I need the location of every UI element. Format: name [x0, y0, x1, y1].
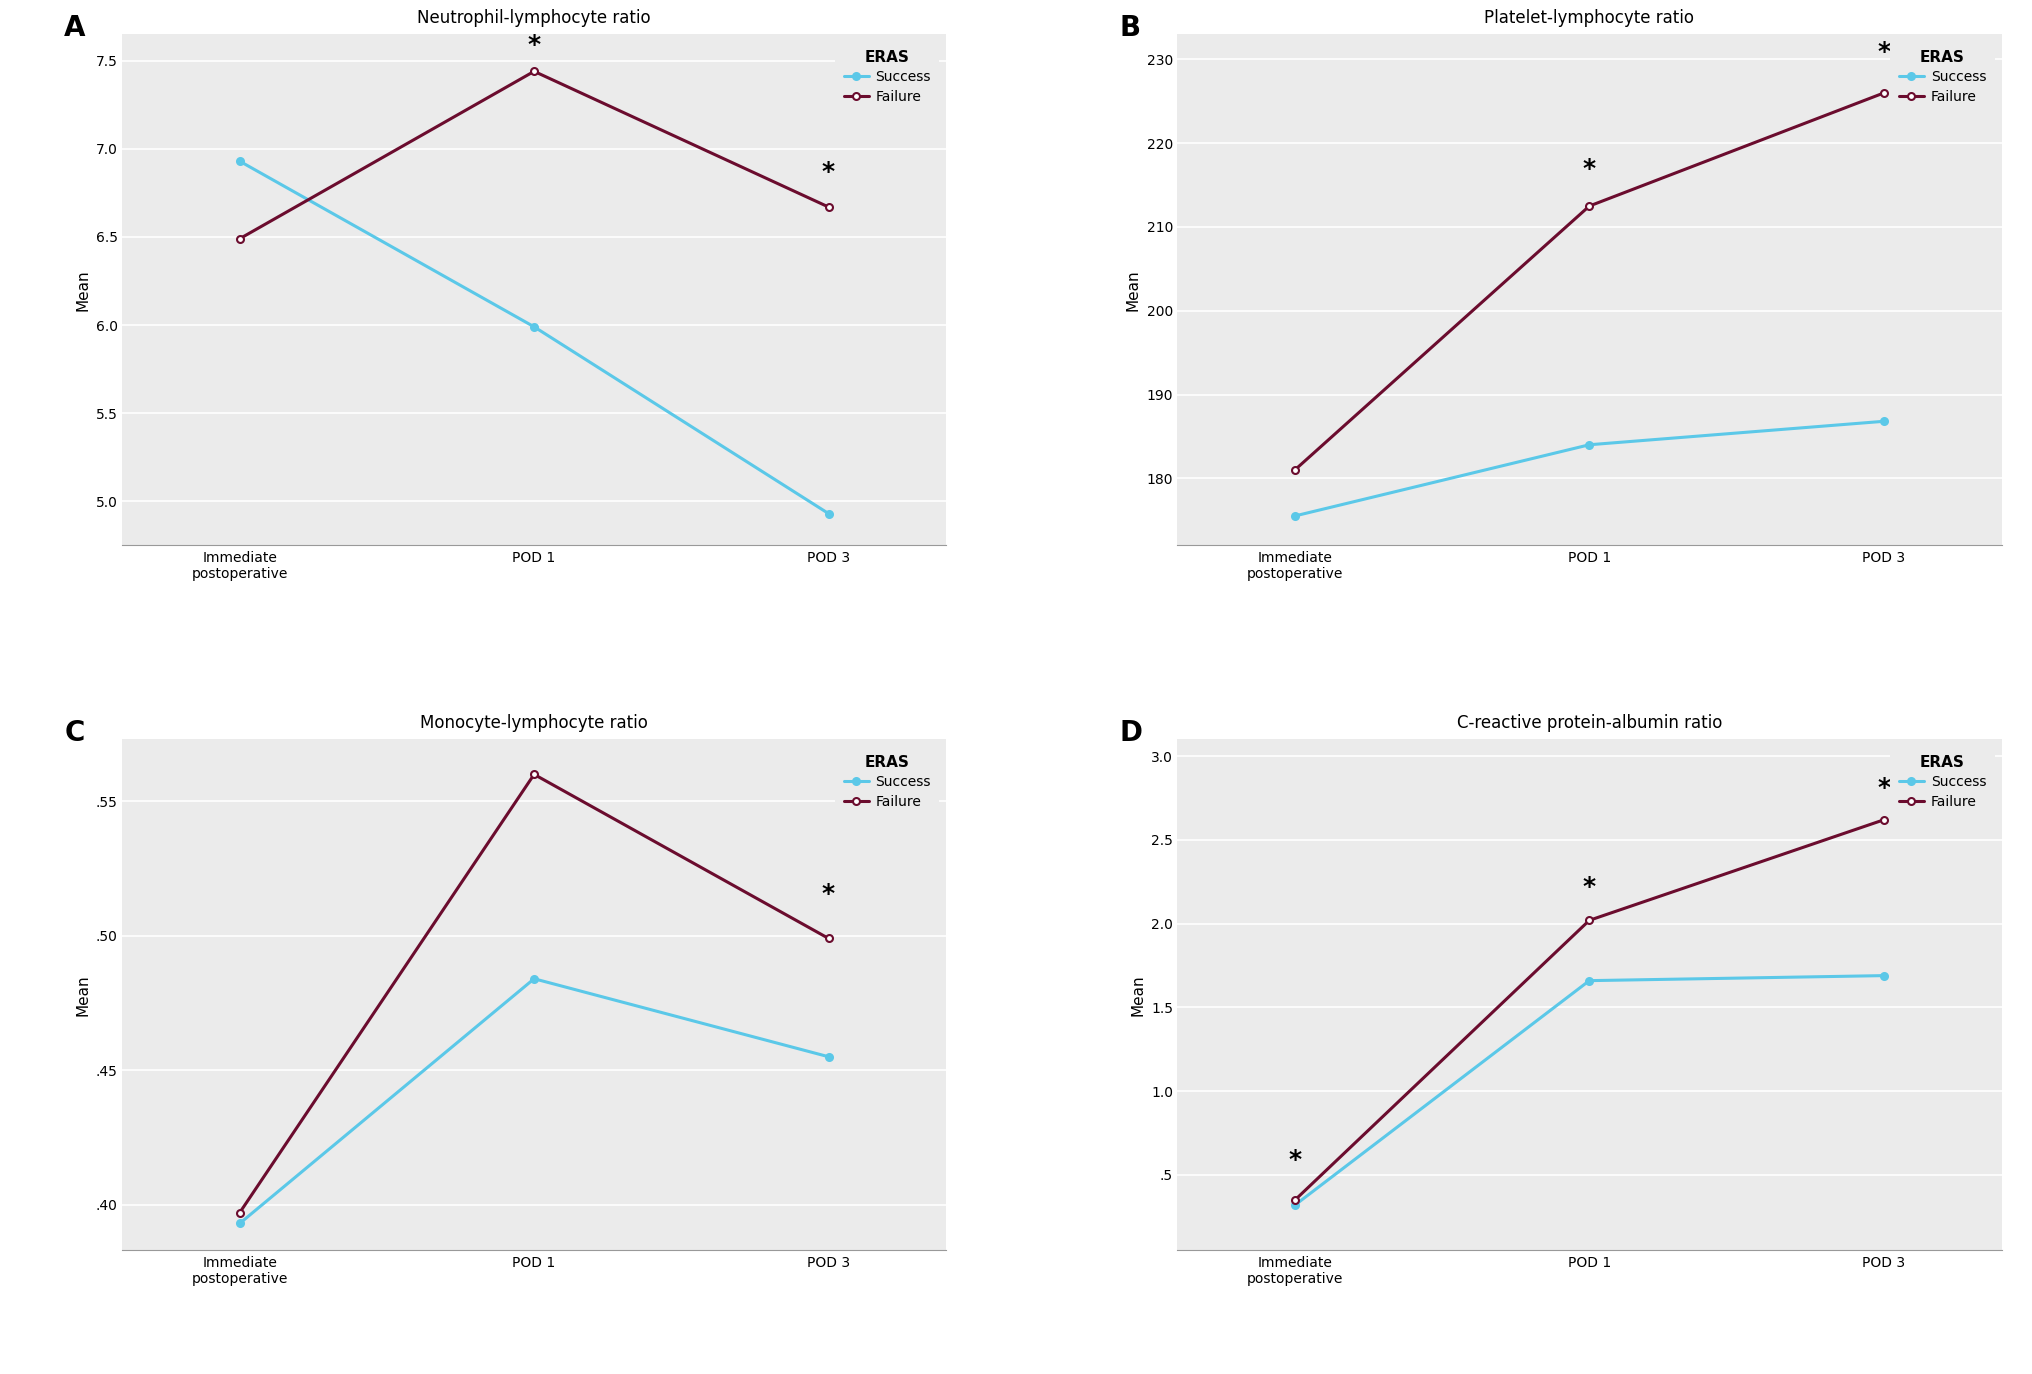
Failure [1577, 198, 1601, 214]
Title: Platelet-lymphocyte ratio: Platelet-lymphocyte ratio [1483, 10, 1695, 27]
Success [522, 319, 547, 335]
Legend: Success, Failure: Success, Failure [835, 41, 939, 113]
Success [817, 506, 841, 522]
Text: A: A [65, 14, 85, 43]
Success [1577, 973, 1601, 989]
Title: Monocyte-lymphocyte ratio: Monocyte-lymphocyte ratio [421, 714, 648, 732]
Y-axis label: Mean: Mean [1126, 269, 1140, 311]
Line: Success: Success [1292, 418, 1888, 519]
Text: D: D [1120, 719, 1142, 747]
Failure [522, 767, 547, 783]
Line: Failure: Failure [236, 771, 831, 1216]
Failure [1871, 812, 1896, 829]
Success [228, 153, 252, 169]
Title: Neutrophil-lymphocyte ratio: Neutrophil-lymphocyte ratio [417, 10, 650, 27]
Y-axis label: Mean: Mean [75, 269, 89, 311]
Text: B: B [1120, 14, 1140, 43]
Text: *: * [1583, 875, 1595, 899]
Text: *: * [1288, 1147, 1300, 1172]
Line: Success: Success [1292, 973, 1888, 1209]
Line: Success: Success [236, 158, 831, 517]
Success [1577, 437, 1601, 453]
Success [1282, 1197, 1307, 1213]
Failure [522, 63, 547, 80]
Failure [228, 231, 252, 247]
Success [522, 970, 547, 987]
Y-axis label: Mean: Mean [1130, 974, 1146, 1015]
Text: C: C [65, 719, 85, 747]
Failure [1871, 85, 1896, 102]
Line: Failure: Failure [236, 67, 831, 242]
Text: *: * [1878, 40, 1890, 63]
Success [1871, 414, 1896, 430]
Success [1282, 508, 1307, 525]
Line: Failure: Failure [1292, 816, 1888, 1204]
Failure [817, 930, 841, 947]
Text: *: * [1583, 157, 1595, 181]
Line: Failure: Failure [1292, 89, 1888, 474]
Text: *: * [528, 33, 541, 58]
Text: *: * [1878, 776, 1890, 800]
Title: C-reactive protein-albumin ratio: C-reactive protein-albumin ratio [1457, 714, 1721, 732]
Failure [1577, 912, 1601, 929]
Legend: Success, Failure: Success, Failure [1890, 746, 1995, 818]
Success [817, 1048, 841, 1065]
Text: *: * [823, 882, 835, 905]
Success [1871, 967, 1896, 984]
Failure [1282, 462, 1307, 478]
Failure [228, 1205, 252, 1221]
Line: Success: Success [236, 976, 831, 1227]
Success [228, 1215, 252, 1231]
Legend: Success, Failure: Success, Failure [1890, 41, 1995, 113]
Failure [817, 199, 841, 216]
Y-axis label: Mean: Mean [75, 974, 89, 1015]
Text: *: * [823, 161, 835, 184]
Legend: Success, Failure: Success, Failure [835, 746, 939, 818]
Failure [1282, 1191, 1307, 1208]
